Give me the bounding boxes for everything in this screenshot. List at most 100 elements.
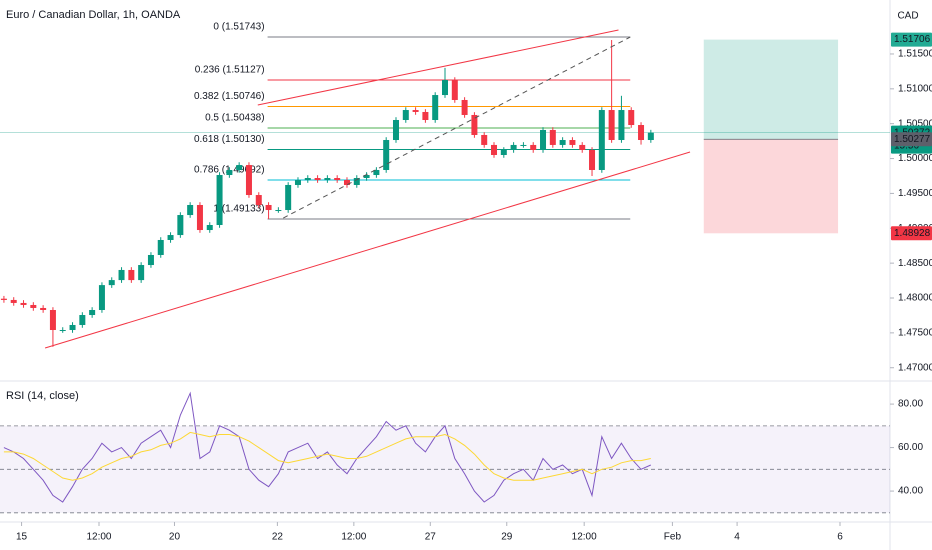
- y-tick-label: 1.51000: [898, 83, 932, 94]
- candle-body: [628, 110, 635, 126]
- candle-body: [187, 204, 194, 216]
- candle-body: [422, 111, 429, 120]
- candle-body: [540, 129, 547, 150]
- candle-body: [236, 165, 243, 170]
- fib-label: 1 (1.49133): [213, 204, 264, 215]
- candle-body: [569, 140, 576, 145]
- fib-label: 0.5 (1.50438): [205, 113, 265, 124]
- target-zone: [703, 39, 839, 140]
- candle-body: [49, 309, 56, 331]
- rsi-line: [3, 431, 651, 481]
- candle-body: [383, 140, 390, 170]
- y-tick-label: 1.47000: [898, 362, 932, 373]
- candle-body: [451, 80, 458, 100]
- y-tick-label: 1.49500: [898, 188, 932, 199]
- candle-body: [108, 280, 115, 286]
- x-tick-label: Feb: [664, 532, 682, 543]
- fib-label: 0.382 (1.50746): [194, 91, 265, 102]
- rsi-title: RSI (14, close): [6, 390, 79, 402]
- candle-body: [412, 110, 419, 112]
- candle-body: [118, 269, 125, 281]
- x-tick-label: 20: [169, 532, 181, 543]
- x-tick-label: 4: [734, 532, 740, 543]
- candle-body: [40, 307, 47, 310]
- candle-body: [206, 225, 213, 231]
- candle-body: [500, 149, 507, 155]
- candle-body: [402, 110, 409, 120]
- candle-body: [138, 265, 145, 281]
- candle-body: [579, 144, 586, 150]
- price-badge-label: 1.50277: [894, 134, 931, 145]
- rsi-line: [3, 391, 652, 503]
- fib-label: 0.618 (1.50130): [194, 134, 265, 145]
- candle-body: [196, 204, 203, 231]
- candle-body: [294, 180, 301, 185]
- channel-lower: [44, 151, 691, 349]
- candle-body: [255, 195, 262, 205]
- y-tick-label: 1.51500: [898, 49, 932, 60]
- candle-body: [285, 184, 292, 211]
- candle-body: [128, 269, 135, 281]
- candle-body: [265, 204, 272, 211]
- candle-body: [608, 110, 615, 141]
- candle-body: [471, 114, 478, 135]
- candle-body: [589, 149, 596, 170]
- rsi-y-tick-label: 80.00: [898, 399, 923, 410]
- candle-body: [314, 178, 321, 181]
- price-badge: [891, 132, 932, 147]
- candle-body: [304, 178, 311, 181]
- candle-body: [363, 175, 370, 179]
- candle-body: [98, 285, 105, 310]
- candle-body: [559, 140, 566, 145]
- candle-body: [10, 299, 17, 303]
- fib-label: 0 (1.51743): [213, 22, 264, 33]
- price-badge-label: 1.51706: [894, 34, 931, 45]
- candle-body: [20, 302, 27, 305]
- candle-body: [157, 239, 164, 255]
- candle-body: [69, 324, 76, 331]
- candle-body: [461, 99, 468, 115]
- candle-body: [79, 315, 86, 325]
- x-tick-label: 12:00: [341, 532, 366, 543]
- y-tick-label: 1.50000: [898, 153, 932, 164]
- candle-body: [481, 134, 488, 145]
- candle-body: [167, 235, 174, 240]
- candle-body: [353, 178, 360, 185]
- candle-body: [30, 304, 37, 308]
- fib-label: 0.236 (1.51127): [195, 65, 265, 76]
- candle-body: [89, 309, 96, 316]
- y-tick-label: 1.48000: [898, 293, 932, 304]
- candle-body: [510, 144, 517, 150]
- candle-body: [647, 132, 654, 141]
- rsi-y-tick-label: 60.00: [898, 442, 923, 453]
- candle-body: [598, 110, 605, 170]
- chart-title: Euro / Canadian Dollar, 1h, OANDA: [6, 9, 181, 21]
- x-tick-label: 12:00: [572, 532, 597, 543]
- x-tick-label: 29: [501, 532, 513, 543]
- y-tick-label: 1.48500: [898, 258, 932, 269]
- candle-body: [343, 180, 350, 185]
- y-tick-label: 1.50500: [898, 118, 932, 129]
- candle-body: [245, 165, 252, 196]
- candle-body: [177, 215, 184, 236]
- candle-body: [520, 144, 527, 146]
- currency: CAD: [897, 11, 918, 22]
- x-tick-label: 15: [16, 532, 28, 543]
- rsi-y-tick-label: 40.00: [898, 486, 923, 497]
- price-badge: [891, 32, 932, 47]
- candle-body: [618, 110, 625, 141]
- candle-body: [392, 119, 399, 141]
- candle-body: [59, 330, 66, 332]
- x-tick-label: 12:00: [86, 532, 111, 543]
- price-badge-label: 1.48928: [894, 228, 931, 239]
- candle-body: [491, 144, 498, 155]
- candle-body: [373, 169, 380, 176]
- marks: 1.470001.475001.480001.485001.490001.495…: [0, 22, 932, 543]
- candle-body: [334, 178, 341, 181]
- x-tick-label: 6: [837, 532, 843, 543]
- candle-body: [442, 80, 448, 96]
- channel-upper: [257, 29, 619, 106]
- y-tick-label: 1.47500: [898, 328, 932, 339]
